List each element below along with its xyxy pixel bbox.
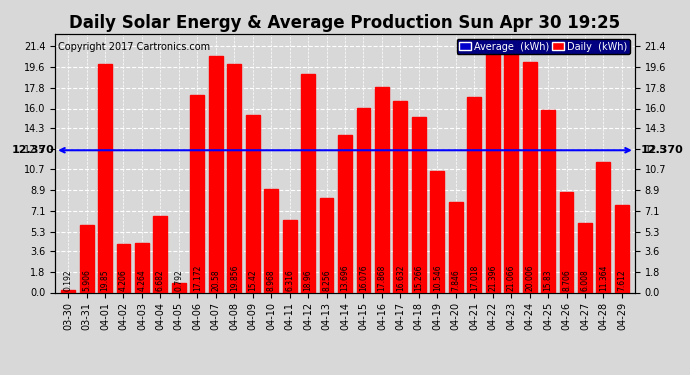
Bar [375,87,389,292]
Text: 10.546: 10.546 [433,265,442,291]
Bar [190,95,204,292]
Bar [98,64,112,292]
Text: 13.696: 13.696 [340,265,350,291]
Bar [153,216,168,292]
Text: 4.264: 4.264 [137,270,146,291]
Bar [264,189,278,292]
Text: 6.682: 6.682 [156,270,165,291]
Bar [412,117,426,292]
Bar [246,115,259,292]
Text: 16.632: 16.632 [396,265,405,291]
Bar [283,220,297,292]
Bar [79,225,94,292]
Text: 15.83: 15.83 [544,270,553,291]
Bar [522,62,537,292]
Bar [504,50,518,292]
Bar [338,135,352,292]
Bar [172,284,186,292]
Text: 5.906: 5.906 [82,270,91,291]
Text: 6.008: 6.008 [580,270,589,291]
Text: Copyright 2017 Cartronics.com: Copyright 2017 Cartronics.com [58,42,210,51]
Text: 19.85: 19.85 [101,270,110,291]
Bar [301,75,315,292]
Legend: Average  (kWh), Daily  (kWh): Average (kWh), Daily (kWh) [457,39,630,54]
Bar [615,205,629,292]
Text: 16.076: 16.076 [359,265,368,291]
Text: 15.42: 15.42 [248,270,257,291]
Text: 21.066: 21.066 [506,265,515,291]
Text: 17.018: 17.018 [470,265,479,291]
Bar [227,64,242,292]
Title: Daily Solar Energy & Average Production Sun Apr 30 19:25: Daily Solar Energy & Average Production … [70,14,620,32]
Bar [393,101,407,292]
Text: 20.58: 20.58 [211,270,220,291]
Text: 12.370: 12.370 [12,145,55,155]
Bar [541,111,555,292]
Bar [596,162,611,292]
Bar [486,46,500,292]
Text: 8.706: 8.706 [562,270,571,291]
Bar [319,198,333,292]
Text: 0.792: 0.792 [175,270,184,291]
Text: 20.006: 20.006 [525,265,534,291]
Text: 21.396: 21.396 [488,265,497,291]
Text: 17.172: 17.172 [193,265,202,291]
Bar [467,97,481,292]
Text: 15.266: 15.266 [414,265,424,291]
Text: 7.612: 7.612 [618,270,627,291]
Bar [117,244,130,292]
Bar [578,224,592,292]
Bar [209,56,223,292]
Text: 17.868: 17.868 [377,265,386,291]
Bar [357,108,371,292]
Bar [560,192,573,292]
Text: 12.370: 12.370 [640,145,683,155]
Bar [61,290,75,292]
Text: 18.96: 18.96 [304,270,313,291]
Bar [431,171,444,292]
Text: 7.846: 7.846 [451,270,460,291]
Bar [448,202,463,292]
Text: 11.364: 11.364 [599,265,608,291]
Text: 19.856: 19.856 [230,265,239,291]
Text: 8.256: 8.256 [322,270,331,291]
Text: 4.206: 4.206 [119,270,128,291]
Text: 8.968: 8.968 [266,270,276,291]
Text: 6.316: 6.316 [285,270,294,291]
Text: 0.192: 0.192 [63,270,72,291]
Bar [135,243,149,292]
